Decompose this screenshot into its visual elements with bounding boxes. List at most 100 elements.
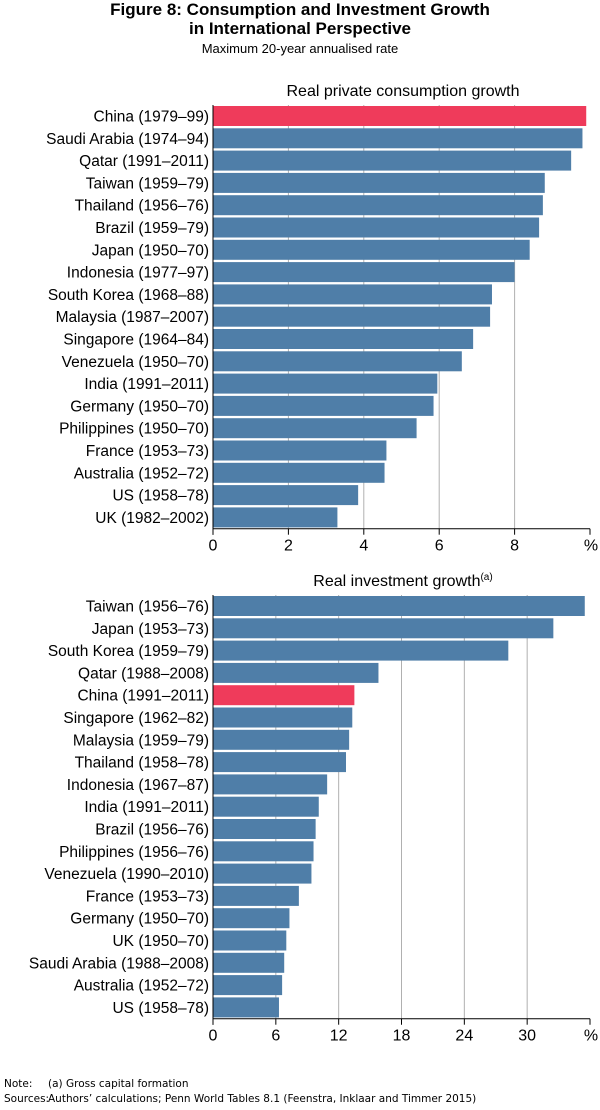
category-label-0-8: South Korea (1968–88)	[48, 287, 209, 304]
category-label-0-2: Qatar (1991–2011)	[79, 153, 209, 170]
bar-1-5	[213, 707, 353, 728]
bar-1-2	[213, 640, 509, 661]
bar-0-13	[213, 395, 434, 416]
figure-title-line2: in International Perspective	[188, 19, 411, 38]
bar-1-4	[213, 685, 355, 706]
bar-0-7	[213, 262, 515, 283]
panel-title-superscript-1: (a)	[480, 572, 492, 583]
x-tick-label-0-3: 6	[435, 538, 444, 555]
category-label-1-8: Indonesia (1967–87)	[67, 777, 209, 794]
x-unit-label-1: %	[584, 1028, 598, 1045]
bar-0-3	[213, 172, 545, 193]
category-label-0-11: Venezuela (1950–70)	[62, 354, 209, 371]
category-label-0-14: Philippines (1950–70)	[59, 421, 209, 438]
category-label-0-16: Australia (1952–72)	[74, 465, 209, 482]
sources-text: Authors’ calculations; Penn World Tables…	[48, 1093, 477, 1105]
category-label-1-5: Singapore (1962–82)	[63, 710, 209, 727]
bar-1-9	[213, 796, 319, 817]
category-label-0-0: China (1979–99)	[94, 109, 209, 126]
category-label-0-1: Saudi Arabia (1974–94)	[46, 131, 209, 148]
x-tick-label-1-5: 30	[518, 1028, 536, 1045]
category-label-0-10: Singapore (1964–84)	[63, 332, 209, 349]
bar-1-15	[213, 930, 287, 951]
bar-0-2	[213, 150, 572, 171]
category-label-1-13: France (1953–73)	[86, 888, 209, 905]
category-label-0-17: US (1958–78)	[112, 488, 209, 505]
consumption-chart: Real private consumption growth China (19…	[46, 83, 598, 555]
category-label-0-5: Brazil (1959–79)	[95, 220, 209, 237]
bar-1-8	[213, 774, 328, 795]
x-tick-label-1-2: 12	[330, 1028, 348, 1045]
category-label-1-1: Japan (1953–73)	[92, 621, 209, 638]
category-label-1-9: India (1991–2011)	[84, 799, 209, 816]
figure-subtitle: Maximum 20-year annualised rate	[201, 41, 399, 56]
bar-0-10	[213, 329, 474, 349]
x-tick-label-0-4: 8	[510, 538, 519, 555]
category-label-0-9: Malaysia (1987–2007)	[56, 309, 209, 326]
bar-1-10	[213, 819, 316, 839]
category-label-0-12: India (1991–2011)	[84, 376, 209, 393]
category-label-1-4: China (1991–2011)	[77, 688, 209, 705]
bar-1-7	[213, 752, 346, 773]
bar-0-15	[213, 440, 387, 461]
x-tick-label-1-1: 6	[271, 1028, 280, 1045]
bar-1-16	[213, 952, 285, 973]
category-label-1-15: UK (1950–70)	[112, 933, 209, 950]
category-label-0-4: Thailand (1956–76)	[75, 198, 209, 215]
sources-label: Sources:	[4, 1093, 50, 1105]
bar-1-1	[213, 618, 554, 639]
bar-0-8	[213, 284, 492, 305]
bar-1-12	[213, 863, 312, 884]
x-tick-label-0-0: 0	[209, 538, 218, 555]
category-label-0-15: France (1953–73)	[86, 443, 209, 460]
x-tick-label-1-0: 0	[209, 1028, 218, 1045]
note-label: Note:	[4, 1078, 33, 1090]
x-tick-label-1-4: 24	[455, 1028, 473, 1045]
bar-1-11	[213, 841, 314, 862]
category-label-1-14: Germany (1950–70)	[70, 911, 209, 928]
bar-0-6	[213, 239, 530, 260]
bar-0-4	[213, 195, 543, 216]
note-text: (a) Gross capital formation	[48, 1078, 189, 1090]
category-label-1-12: Venezuela (1990–2010)	[44, 866, 209, 883]
category-label-1-3: Qatar (1988–2008)	[78, 665, 209, 682]
bar-0-9	[213, 306, 491, 327]
bar-0-16	[213, 462, 385, 483]
category-label-1-2: South Korea (1959–79)	[48, 643, 209, 660]
category-label-1-10: Brazil (1956–76)	[95, 822, 209, 839]
category-label-1-18: US (1958–78)	[112, 1000, 209, 1017]
category-label-0-13: Germany (1950–70)	[70, 398, 209, 415]
bar-0-12	[213, 373, 438, 394]
category-label-1-0: Taiwan (1956–76)	[86, 599, 209, 616]
category-label-0-7: Indonesia (1977–97)	[67, 265, 209, 282]
bar-1-14	[213, 908, 290, 929]
bar-0-5	[213, 217, 540, 238]
category-label-1-7: Thailand (1958–78)	[75, 755, 209, 772]
bar-0-14	[213, 418, 417, 439]
figure-title-line1: Figure 8: Consumption and Investment Gro…	[110, 0, 490, 19]
panel-title-0: Real private consumption growth	[286, 83, 519, 100]
bar-1-6	[213, 729, 350, 750]
category-label-0-6: Japan (1950–70)	[92, 242, 209, 259]
bar-1-17	[213, 975, 283, 996]
bar-1-3	[213, 662, 379, 683]
x-tick-label-0-1: 2	[284, 538, 293, 555]
sources-footnote: Sources:Authors’ calculations; Penn Worl…	[4, 1093, 476, 1106]
x-tick-label-0-2: 4	[359, 538, 368, 555]
category-label-1-17: Australia (1952–72)	[74, 978, 209, 995]
panel-title-1: Real investment growth(a)	[313, 572, 492, 590]
bar-0-0	[213, 106, 587, 126]
investment-chart: Real investment growth(a) Taiwan (1956–76…	[29, 572, 598, 1045]
category-label-1-16: Saudi Arabia (1988–2008)	[29, 955, 209, 972]
category-label-0-3: Taiwan (1959–79)	[86, 175, 209, 192]
category-label-1-11: Philippines (1956–76)	[59, 844, 209, 861]
category-label-1-6: Malaysia (1959–79)	[73, 732, 209, 749]
bar-1-13	[213, 885, 299, 906]
bar-0-18	[213, 507, 338, 528]
bar-1-0	[213, 596, 585, 616]
x-tick-label-1-3: 18	[393, 1028, 411, 1045]
bar-0-17	[213, 485, 359, 506]
bar-1-18	[213, 997, 279, 1018]
bar-0-1	[213, 128, 583, 149]
bar-0-11	[213, 351, 462, 372]
